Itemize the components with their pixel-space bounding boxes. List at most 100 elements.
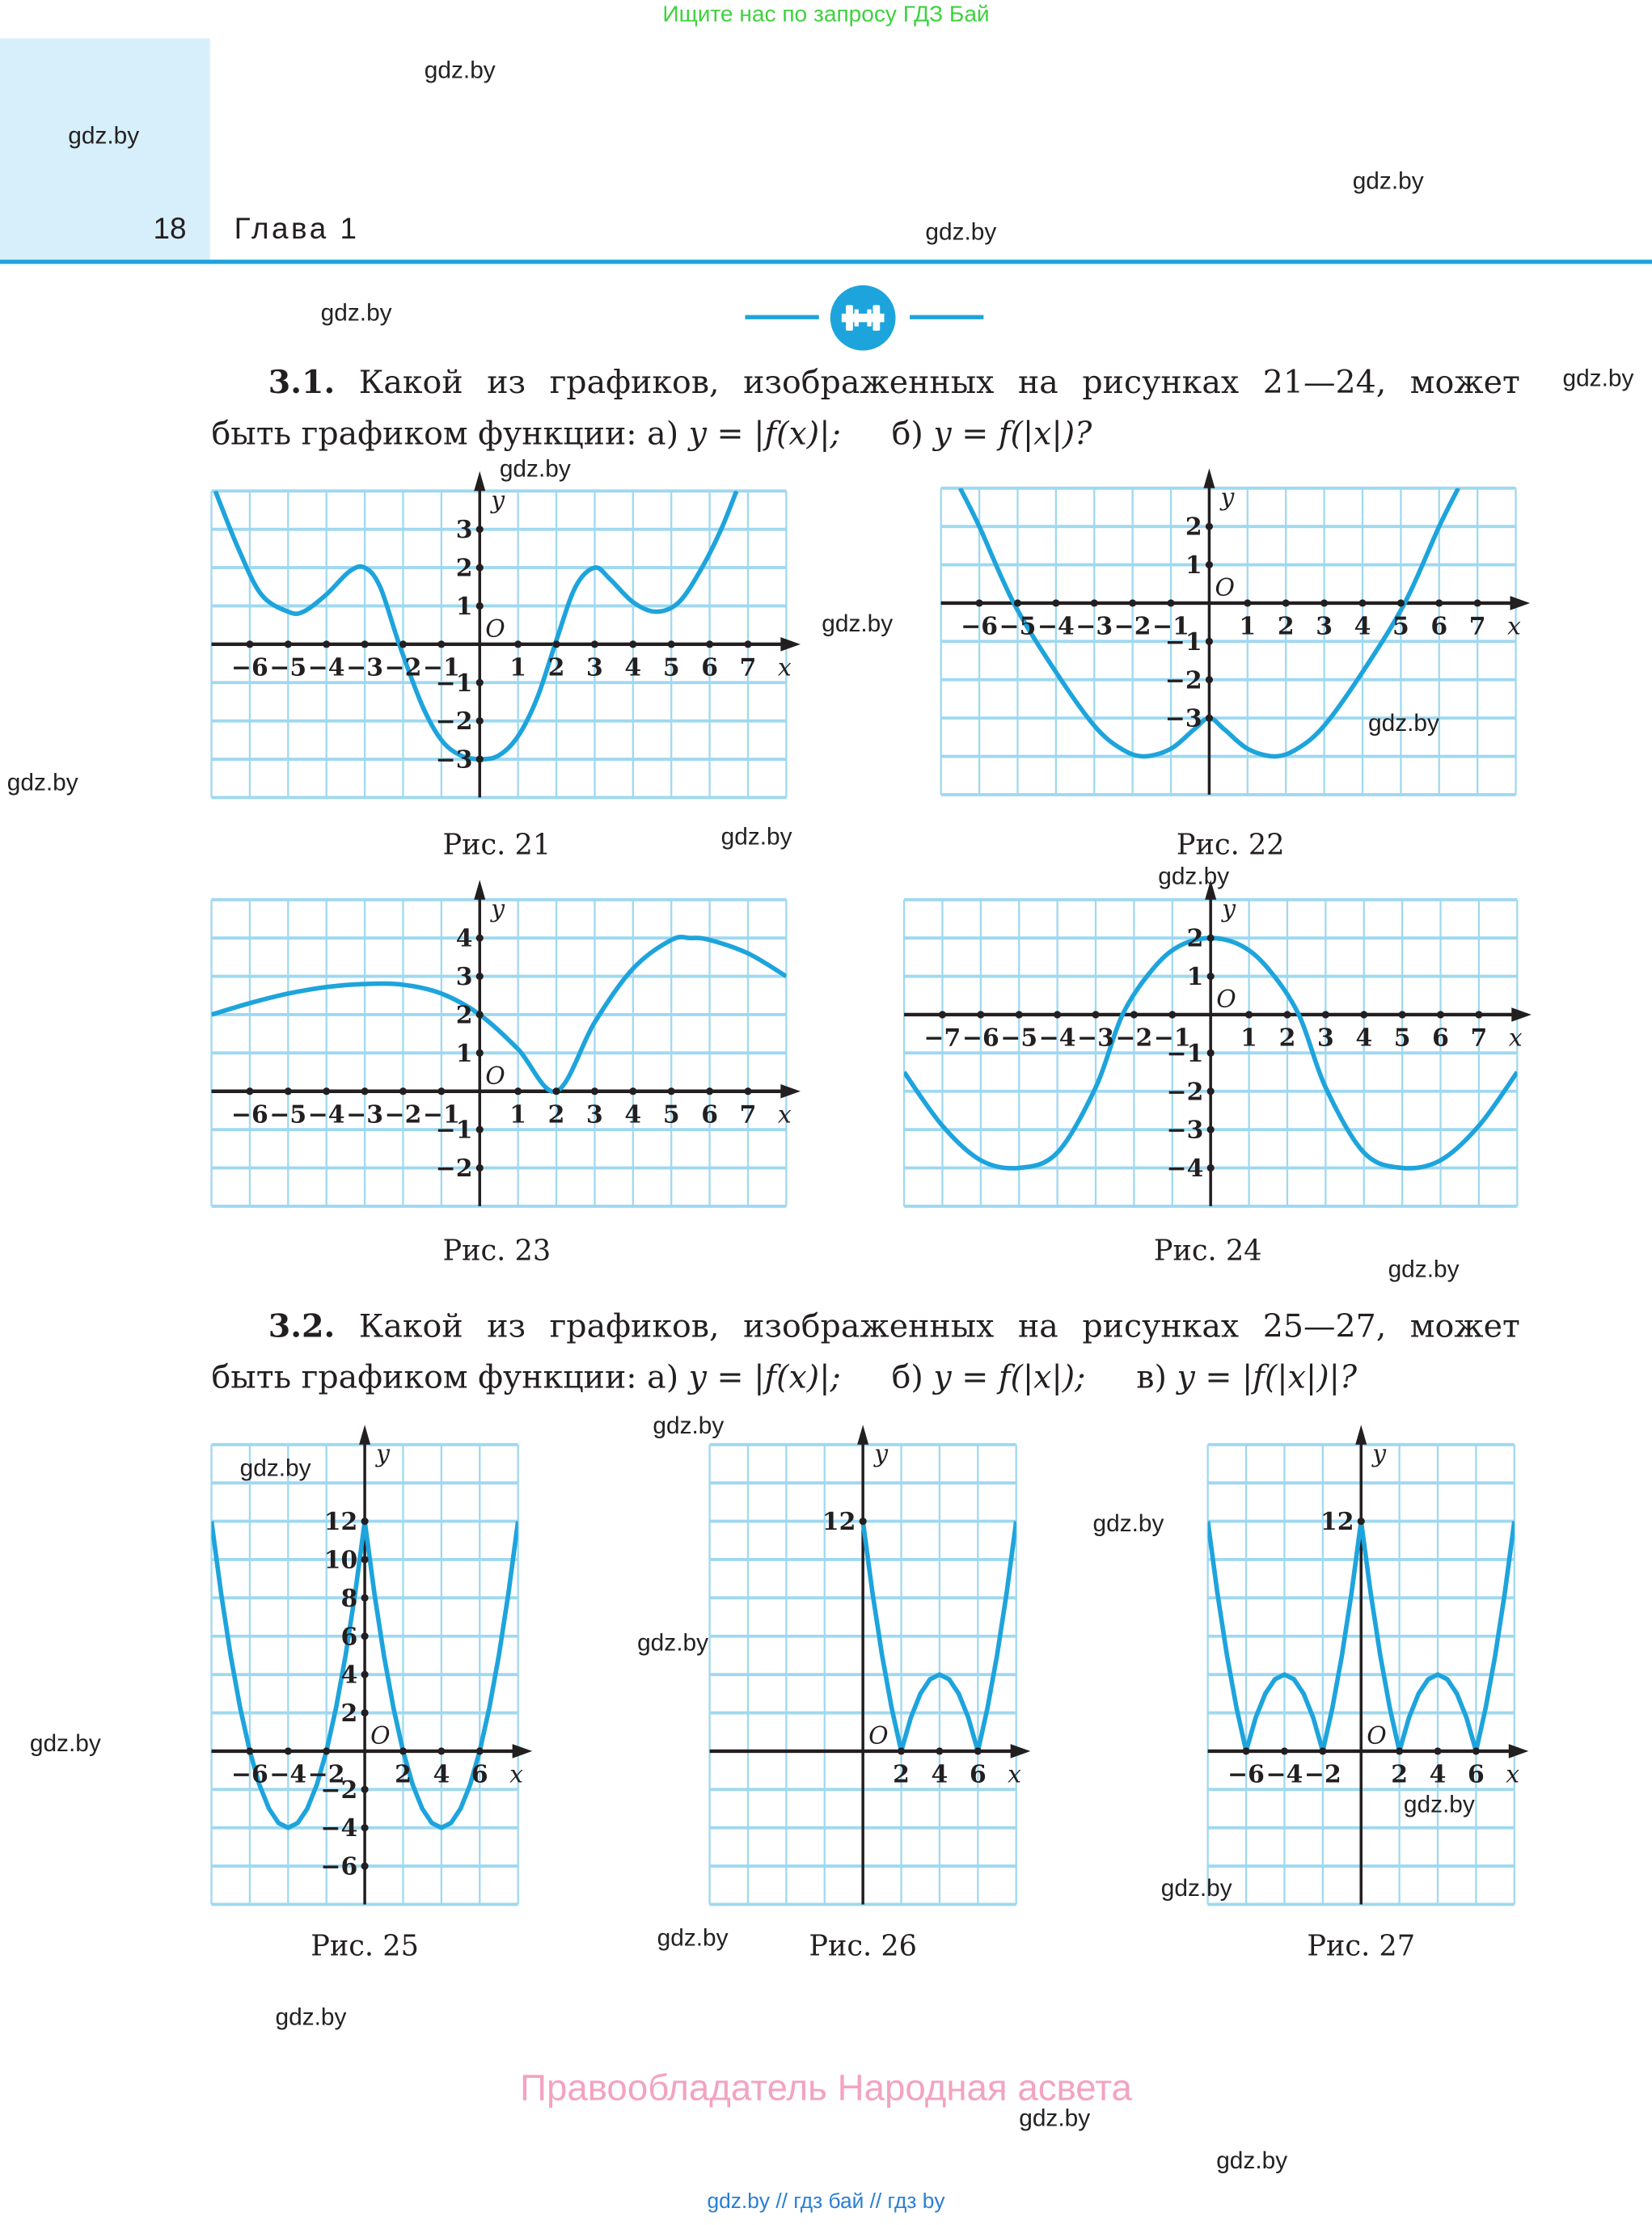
x-tick-label: 4 [624, 653, 641, 682]
x-tick-dot [552, 640, 560, 648]
x-tick-label: −2 [1116, 1024, 1153, 1053]
x-tick-dot [897, 1747, 906, 1755]
y-tick-label: −3 [1165, 705, 1202, 733]
function-curve [211, 935, 787, 1094]
caption-fig-23: Рис. 23 [442, 1233, 551, 1268]
grid [210, 897, 788, 1208]
x-tick-label: 5 [1394, 1024, 1411, 1053]
x-tick-dot [938, 1011, 947, 1019]
x-tick-dot [437, 640, 446, 648]
x-tick-label: −2 [1114, 613, 1151, 641]
watermark: gdz.by [720, 823, 792, 851]
y-tick-label: 2 [341, 1699, 358, 1728]
watermark: gdz.by [1403, 1791, 1475, 1818]
x-tick-dot [1436, 1011, 1445, 1019]
footer-links[interactable]: gdz.by // гдз бай // гдз by [707, 2189, 945, 2214]
y-tick-dot [361, 1594, 369, 1602]
y-tick-label: 3 [456, 963, 473, 991]
x-tick-label: 7 [740, 653, 757, 682]
x-tick-label: −6 [231, 1100, 268, 1129]
x-tick-dot [284, 640, 292, 648]
x-tick-label: −4 [1039, 1024, 1076, 1053]
x-tick-label: 3 [586, 653, 603, 682]
x-axis-label: x [1509, 1024, 1523, 1053]
y-tick-label: 12 [822, 1508, 856, 1536]
origin-label: O [868, 1722, 888, 1750]
y-tick-label: 2 [1185, 513, 1202, 542]
x-tick-dot [706, 640, 714, 648]
y-tick-dot [1357, 1518, 1365, 1526]
x-tick-label: 6 [1432, 1024, 1449, 1053]
x-tick-dot [361, 1087, 369, 1096]
y-tick-dot [1205, 676, 1213, 684]
x-tick-label: 5 [663, 1100, 680, 1129]
x-tick-dot [437, 1747, 446, 1755]
x-tick-label: −3 [1077, 1024, 1114, 1053]
x-tick-label: 4 [1355, 1024, 1372, 1053]
x-tick-label: 3 [1317, 1024, 1334, 1053]
x-tick-dot [744, 640, 752, 648]
x-tick-dot [629, 640, 637, 648]
y-tick-label: 4 [341, 1661, 358, 1690]
y-tick-label: −1 [436, 669, 473, 698]
x-tick-dot [1280, 1747, 1289, 1755]
y-tick-label: 1 [1187, 963, 1204, 991]
label-b: б) [891, 416, 923, 453]
y-tick-dot [475, 564, 484, 572]
x-tick-dot [1435, 599, 1443, 607]
x-tick-label: 2 [548, 1100, 565, 1129]
task-number: 3.2. [268, 1308, 336, 1345]
watermark: gdz.by [320, 299, 392, 327]
x-tick-label: −6 [231, 1761, 268, 1789]
y-tick-dot [361, 1632, 369, 1640]
x-tick-label: −4 [1037, 613, 1075, 641]
x-tick-label: 1 [509, 653, 526, 682]
x-tick-dot [1242, 1747, 1250, 1755]
watermark: gdz.by [1216, 2147, 1288, 2174]
x-tick-dot [1475, 1011, 1483, 1019]
x-tick-dot [1473, 599, 1481, 607]
y-axis-label: y [1220, 895, 1236, 923]
y-tick-dot [1206, 1087, 1215, 1096]
y-tick-label: −2 [436, 1155, 473, 1183]
x-tick-dot [1434, 1747, 1442, 1755]
y-tick-label: −3 [1167, 1117, 1204, 1145]
x-tick-label: −4 [308, 653, 345, 682]
watermark: gdz.by [275, 2003, 347, 2031]
y-tick-dot [1206, 973, 1215, 981]
x-axis-arrow-icon [1511, 1007, 1532, 1022]
y-axis-label: y [1371, 1440, 1387, 1468]
y-tick-dot [361, 1556, 369, 1564]
x-tick-dot [1052, 599, 1060, 607]
y-tick-dot [475, 717, 484, 725]
task-3-2: 3.2. Какой из графиков, изображенных на … [212, 1302, 1520, 1404]
top-banner[interactable]: Ищите нас по запросу ГДЗ Бай [662, 2, 990, 27]
watermark: gdz.by [1160, 1874, 1232, 1902]
y-tick-label: −6 [321, 1853, 358, 1881]
origin-label: O [370, 1722, 390, 1750]
y-tick-dot [1205, 714, 1213, 722]
watermark: gdz.by [1368, 709, 1439, 737]
y-tick-label: 1 [456, 593, 473, 621]
x-tick-label: 6 [1468, 1761, 1485, 1789]
watermark: gdz.by [1092, 1509, 1164, 1537]
y-axis-arrow-icon [474, 471, 486, 492]
x-tick-label: −6 [962, 1024, 999, 1053]
x-tick-dot [977, 1011, 985, 1019]
x-axis-arrow-icon [780, 637, 801, 652]
y-tick-dot [475, 1125, 484, 1134]
x-tick-dot [246, 1747, 254, 1755]
decor-line-left [745, 315, 819, 319]
x-tick-dot [1168, 1011, 1177, 1019]
y-tick-dot [1205, 637, 1213, 645]
copyright-owner: Правообладатель Народная асвета [520, 2066, 1132, 2109]
x-tick-dot [323, 1747, 331, 1755]
formula-b: y = f(|x|); [933, 1359, 1086, 1397]
y-tick-dot [1206, 1049, 1215, 1057]
x-tick-dot [399, 1747, 408, 1755]
y-tick-dot [361, 1708, 369, 1717]
y-tick-label: −2 [436, 707, 473, 736]
x-tick-label: −2 [1304, 1761, 1341, 1789]
x-tick-dot [1015, 1011, 1023, 1019]
y-tick-label: 2 [456, 1001, 473, 1029]
